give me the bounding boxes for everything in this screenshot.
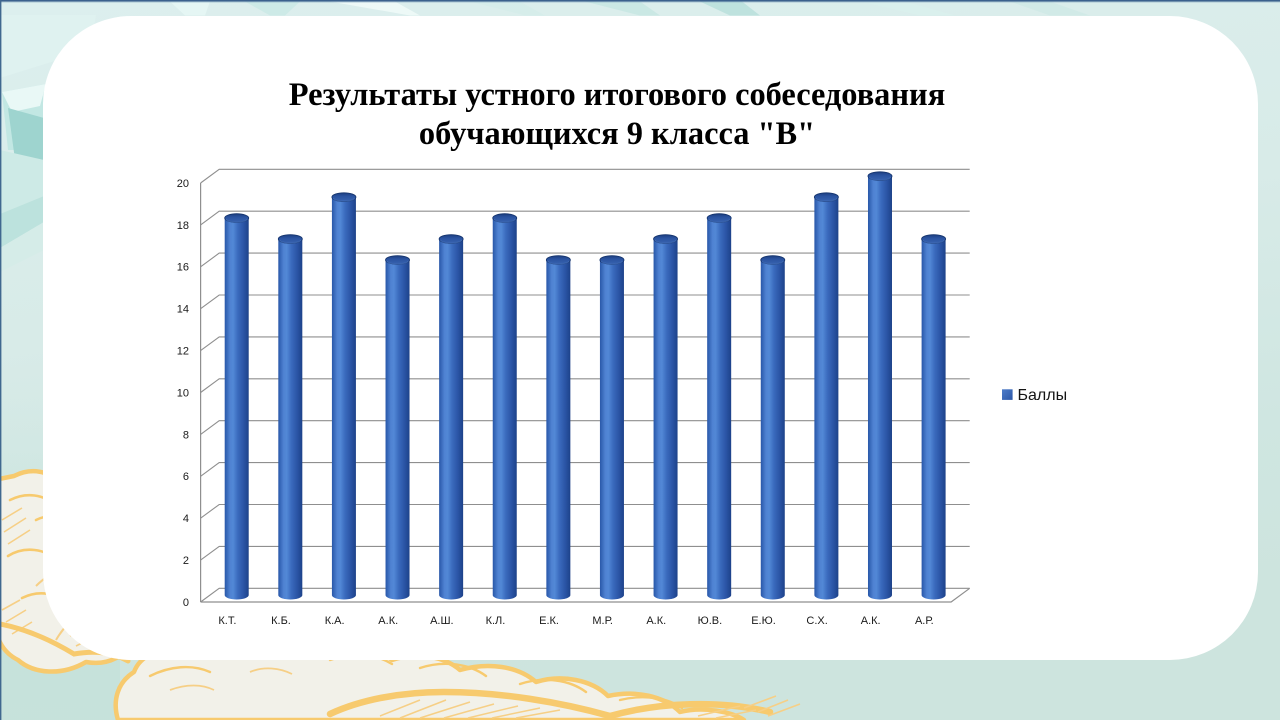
svg-text:16: 16 <box>177 262 189 274</box>
svg-text:К.Б.: К.Б. <box>271 615 291 627</box>
svg-text:А.К.: А.К. <box>646 615 666 627</box>
svg-text:6: 6 <box>183 471 189 483</box>
svg-text:18: 18 <box>177 220 189 232</box>
svg-text:14: 14 <box>177 304 189 316</box>
svg-text:Е.Ю.: Е.Ю. <box>751 615 776 627</box>
svg-text:А.К.: А.К. <box>861 615 881 627</box>
svg-text:Ю.В.: Ю.В. <box>698 615 723 627</box>
svg-text:К.Л.: К.Л. <box>486 615 506 627</box>
svg-text:К.А.: К.А. <box>325 615 345 627</box>
svg-text:10: 10 <box>177 387 189 399</box>
svg-text:4: 4 <box>183 513 189 525</box>
svg-text:Баллы: Баллы <box>1018 387 1068 404</box>
svg-text:12: 12 <box>177 346 189 358</box>
svg-text:2: 2 <box>183 555 189 567</box>
svg-text:8: 8 <box>183 429 189 441</box>
svg-text:0: 0 <box>183 597 189 609</box>
svg-text:20: 20 <box>177 178 189 190</box>
svg-text:К.Т.: К.Т. <box>218 615 236 627</box>
svg-text:А.Р.: А.Р. <box>915 615 934 627</box>
svg-text:Е.К.: Е.К. <box>539 615 559 627</box>
svg-text:М.Р.: М.Р. <box>592 615 613 627</box>
svg-text:А.Ш.: А.Ш. <box>430 615 454 627</box>
svg-text:А.К.: А.К. <box>378 615 398 627</box>
svg-text:С.Х.: С.Х. <box>806 615 827 627</box>
